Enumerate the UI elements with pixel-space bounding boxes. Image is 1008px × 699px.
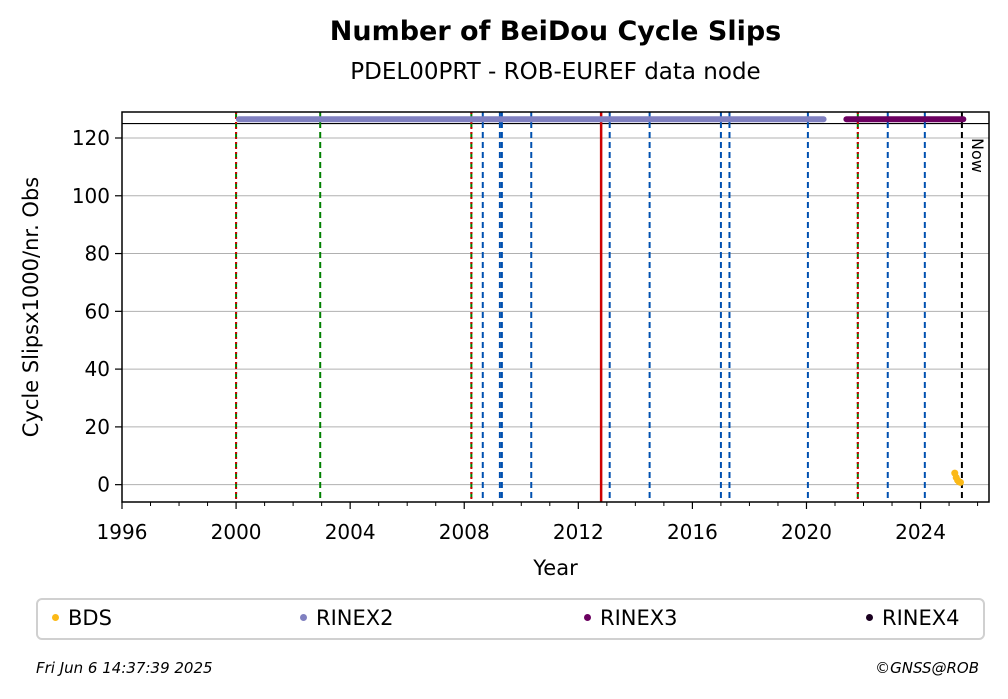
legend-item: RINEX2 [300,606,394,630]
x-tick-label: 1996 [97,520,148,544]
grid-lines [122,122,989,486]
legend-marker [866,613,873,621]
x-tick-label: 2008 [439,520,490,544]
legend-label: RINEX3 [600,606,678,630]
chart-title: Number of BeiDou Cycle Slips [329,16,782,47]
data-point [956,478,964,486]
x-tick-label: 2020 [781,520,832,544]
legend-label: RINEX4 [882,606,960,630]
axes: 0 20 40 60 80 100 120 1996 2000 2004 2008 2012 2016 2… [72,126,979,544]
legend-item: RINEX3 [584,606,678,630]
footer-timestamp: Fri Jun 6 14:37:39 2025 [36,659,213,677]
y-tick-label: 100 [72,184,110,208]
footer-copyright: ©GNSS@ROB [875,659,979,677]
y-tick-label: 60 [85,299,110,323]
legend-item: BDS [52,606,112,630]
y-tick-label: 0 [97,473,110,497]
now-label: Now [968,138,987,173]
legend-marker [300,613,307,621]
legend-item: RINEX4 [866,606,960,630]
event-lines [235,112,963,502]
plot-frame [121,111,990,503]
x-tick-label: 2004 [325,520,376,544]
legend-marker [52,613,59,621]
y-tick-label: 20 [85,415,110,439]
x-axis-label: Year [532,556,578,580]
x-tick-label: 2024 [895,520,946,544]
x-tick-label: 2012 [553,520,604,544]
data-series [235,116,967,486]
y-tick-label: 80 [85,242,110,266]
legend-label: BDS [68,606,112,630]
y-tick-label: 40 [85,357,110,381]
legend-label: RINEX2 [316,606,394,630]
legend-marker [584,613,591,621]
chart-subtitle: PDEL00PRT - ROB-EUREF data node [350,59,761,85]
y-axis-label: Cycle Slipsx1000/nr. Obs [19,177,43,437]
legend: BDS RINEX2 RINEX3 RINEX4 [36,598,985,640]
y-tick-label: 120 [72,126,110,150]
x-tick-label: 2000 [211,520,262,544]
x-tick-label: 2016 [667,520,718,544]
